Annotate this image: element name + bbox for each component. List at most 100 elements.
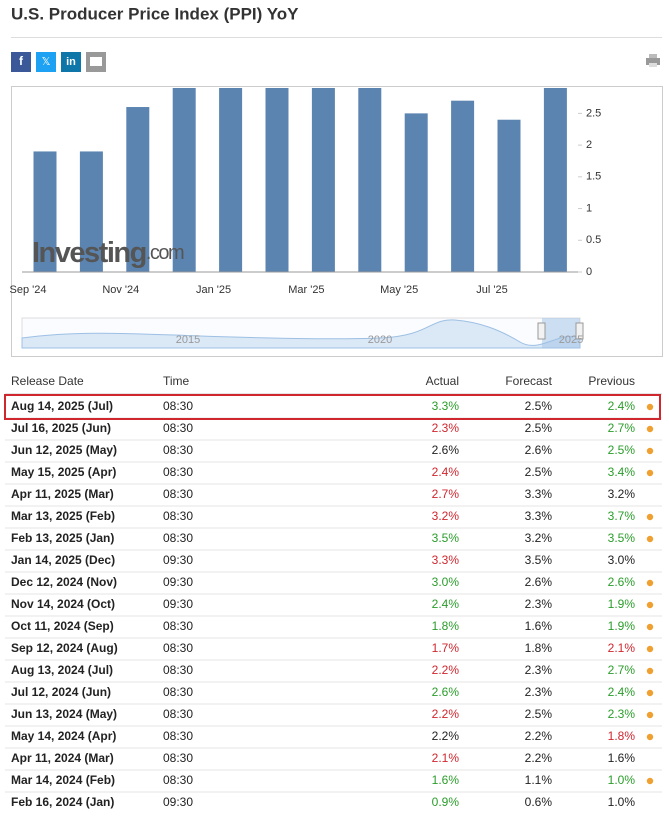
bar (543, 88, 567, 272)
y-tick-label: 2.5 (586, 107, 601, 119)
date-cell: Mar 14, 2024 (Feb) (11, 773, 115, 787)
previous-cell: 3.7% (608, 509, 636, 523)
column-header: Time (163, 374, 190, 388)
forecast-cell: 2.5% (525, 421, 553, 435)
date-cell: Oct 11, 2024 (Sep) (11, 619, 114, 633)
date-cell: Jul 12, 2024 (Jun) (11, 685, 111, 699)
forecast-cell: 2.3% (525, 663, 553, 677)
previous-cell: 2.6% (608, 575, 636, 589)
bar (404, 113, 428, 272)
previous-cell: 3.5% (608, 531, 636, 545)
x-icon: 𝕏 (42, 56, 51, 68)
previous-cell: 2.7% (608, 663, 636, 677)
bar (79, 151, 103, 272)
time-cell: 08:30 (163, 641, 193, 655)
time-cell: 08:30 (163, 663, 193, 677)
revised-dot (646, 469, 654, 477)
actual-cell: 1.7% (432, 641, 460, 655)
revised-dot (646, 403, 654, 411)
y-tick-label: 0 (586, 266, 592, 278)
bar (358, 88, 382, 272)
actual-cell: 2.3% (432, 421, 460, 435)
date-cell: Aug 14, 2025 (Jul) (11, 399, 113, 413)
previous-cell: 2.4% (608, 399, 636, 413)
navigator-label: 2015 (176, 334, 200, 346)
time-cell: 08:30 (163, 531, 193, 545)
actual-cell: 3.3% (432, 553, 460, 567)
forecast-cell: 0.6% (525, 795, 553, 809)
date-cell: Apr 11, 2025 (Mar) (11, 487, 114, 501)
linkedin-button[interactable] (61, 52, 81, 72)
bar (265, 88, 289, 272)
actual-cell: 2.2% (432, 663, 460, 677)
linkedin-icon: in (66, 56, 76, 68)
time-cell: 08:30 (163, 685, 193, 699)
bar (219, 88, 243, 272)
date-cell: Jan 14, 2025 (Dec) (11, 553, 115, 567)
previous-cell: 1.0% (608, 795, 636, 809)
revised-dot (646, 601, 654, 609)
x-tick-label: May '25 (380, 284, 418, 296)
previous-cell: 2.3% (608, 707, 636, 721)
date-cell: Jun 13, 2024 (May) (11, 707, 117, 721)
date-cell: Feb 16, 2024 (Jan) (11, 795, 114, 809)
forecast-cell: 2.5% (525, 707, 553, 721)
print-button[interactable] (646, 54, 660, 67)
bar (311, 88, 335, 272)
revised-dot (646, 579, 654, 587)
time-cell: 08:30 (163, 509, 193, 523)
time-cell: 08:30 (163, 465, 193, 479)
time-cell: 08:30 (163, 751, 193, 765)
forecast-cell: 1.8% (525, 641, 553, 655)
watermark: Investing.com (32, 237, 184, 269)
y-tick-label: 0.5 (586, 234, 601, 246)
actual-cell: 2.2% (432, 707, 460, 721)
revised-dot (646, 777, 654, 785)
forecast-cell: 2.6% (525, 443, 553, 457)
facebook-button[interactable] (11, 52, 31, 72)
time-cell: 09:30 (163, 597, 193, 611)
revised-dot (646, 623, 654, 631)
actual-cell: 2.7% (432, 487, 460, 501)
time-cell: 08:30 (163, 487, 193, 501)
forecast-cell: 1.1% (525, 773, 553, 787)
y-tick-label: 1 (586, 202, 592, 214)
time-cell: 09:30 (163, 795, 193, 809)
previous-cell: 1.9% (608, 597, 636, 611)
forecast-cell: 2.6% (525, 575, 553, 589)
actual-cell: 3.5% (432, 531, 460, 545)
forecast-cell: 1.6% (525, 619, 553, 633)
column-header: Previous (588, 374, 635, 388)
time-cell: 08:30 (163, 773, 193, 787)
previous-cell: 1.6% (608, 751, 636, 765)
date-cell: Dec 12, 2024 (Nov) (11, 575, 117, 589)
x-button[interactable] (36, 52, 56, 72)
forecast-cell: 2.5% (525, 465, 553, 479)
revised-dot (646, 513, 654, 521)
actual-cell: 3.0% (432, 575, 460, 589)
forecast-cell: 2.5% (525, 399, 553, 413)
share-buttons: f 𝕏 in (11, 52, 106, 72)
previous-cell: 2.7% (608, 421, 636, 435)
page-title: U.S. Producer Price Index (PPI) YoY (11, 4, 299, 23)
x-tick-label: Jan '25 (196, 284, 231, 296)
actual-cell: 2.6% (432, 443, 460, 457)
x-tick-label: Sep '24 (10, 284, 47, 296)
previous-cell: 2.1% (608, 641, 636, 655)
previous-cell: 1.0% (608, 773, 636, 787)
chart-frame (11, 86, 663, 357)
column-header: Forecast (505, 374, 552, 388)
date-cell: Feb 13, 2025 (Jan) (11, 531, 114, 545)
email-icon (90, 57, 102, 66)
time-cell: 08:30 (163, 729, 193, 743)
bar-group (33, 88, 567, 272)
navigator (21, 317, 584, 349)
column-header: Release Date (11, 374, 84, 388)
time-cell: 08:30 (163, 443, 193, 457)
y-tick-label: 2 (586, 139, 592, 151)
previous-cell: 2.5% (608, 443, 636, 457)
highlight-row (4, 394, 661, 420)
revised-dot (646, 733, 654, 741)
date-cell: Jul 16, 2025 (Jun) (11, 421, 111, 435)
